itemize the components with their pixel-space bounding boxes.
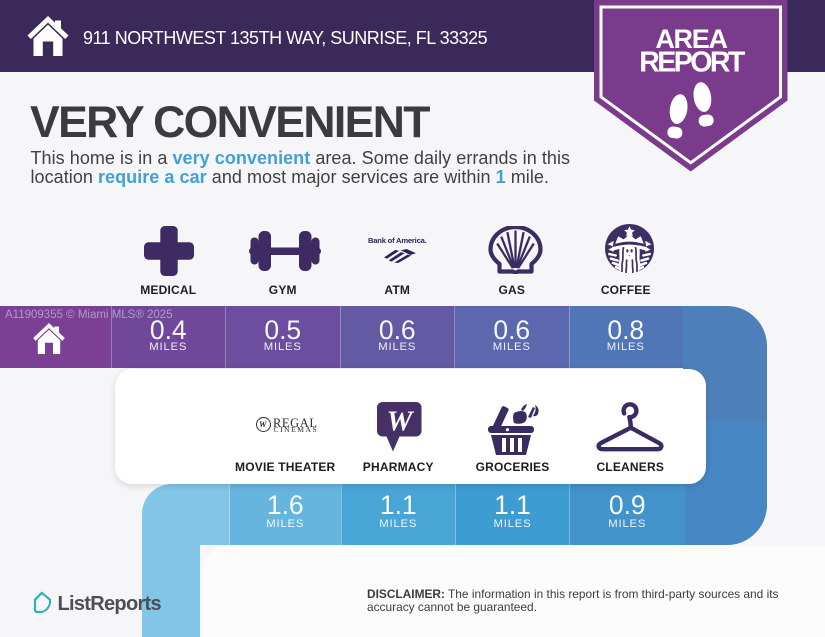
svg-text:REPORT: REPORT [639,46,746,78]
svg-text:AREA: AREA [655,24,727,54]
svg-text:W: W [387,406,415,438]
